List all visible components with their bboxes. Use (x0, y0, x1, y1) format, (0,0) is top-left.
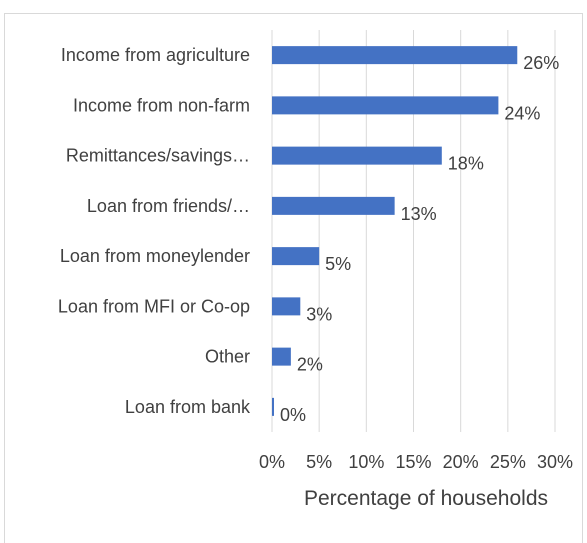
data-label: 5% (325, 254, 351, 274)
bar (272, 397, 274, 416)
data-label: 0% (280, 405, 306, 425)
x-tick-label: 0% (259, 452, 285, 472)
x-tick-label: 20% (443, 452, 479, 472)
category-label: Loan from moneylender (60, 246, 250, 266)
x-tick-label: 15% (395, 452, 431, 472)
x-tick-label: 5% (306, 452, 332, 472)
category-label: Income from agriculture (61, 45, 250, 65)
x-tick-label: 10% (348, 452, 384, 472)
bar (272, 46, 518, 65)
category-label: Income from non-farm (73, 95, 250, 115)
data-label: 13% (401, 204, 437, 224)
data-label: 2% (297, 355, 323, 375)
category-label: Loan from bank (125, 397, 251, 417)
data-label: 24% (504, 103, 540, 123)
bar (272, 96, 499, 115)
data-label: 3% (306, 304, 332, 324)
category-label: Loan from MFI or Co-op (58, 296, 250, 316)
bar (272, 347, 291, 366)
bars (272, 46, 518, 416)
bar (272, 196, 395, 215)
x-tick-label: 25% (490, 452, 526, 472)
data-label: 18% (448, 154, 484, 174)
bar (272, 247, 320, 266)
category-label: Other (205, 347, 250, 367)
category-label: Remittances/savings… (66, 146, 250, 166)
data-label: 26% (523, 53, 559, 73)
bar (272, 146, 442, 165)
category-labels: Income from agriculture Income from non-f… (58, 45, 251, 417)
bar (272, 297, 301, 316)
x-tick-label: 30% (537, 452, 573, 472)
data-labels: 26% 24% 18% 13% 5% 3% 2% 0% (280, 53, 559, 425)
x-tick-labels: 0% 5% 10% 15% 20% 25% 30% (259, 452, 573, 472)
x-axis-title: Percentage of households (304, 487, 548, 510)
category-label: Loan from friends/… (87, 196, 250, 216)
